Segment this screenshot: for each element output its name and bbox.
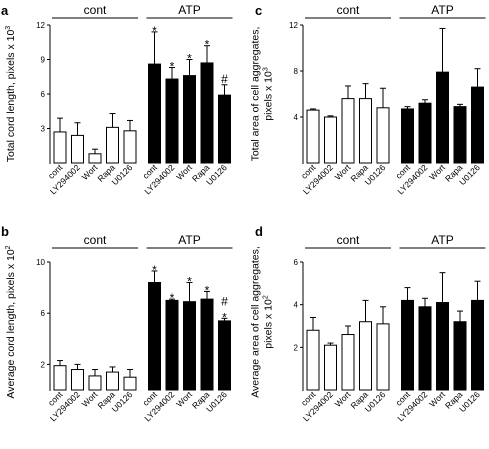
y-tick-label: 2 [294, 343, 299, 352]
bar [436, 302, 449, 391]
y-label-line: pixels x 103 [263, 67, 275, 121]
bar [376, 323, 390, 391]
y-tick-label: 6 [41, 309, 46, 318]
significance-mark: * [187, 274, 192, 288]
group-label: ATP [431, 233, 453, 247]
bar [165, 299, 179, 391]
panel-letter: d [255, 224, 263, 239]
y-axis-label: Average area of cell aggregates, pixels x… [250, 246, 275, 398]
bar [106, 371, 119, 391]
significance-mark: * [187, 52, 192, 66]
bar [218, 94, 231, 164]
y-label-exponent: 3 [5, 26, 12, 30]
significance-mark: * [170, 60, 175, 74]
panel-a: a 3 6 9 12 Total cord length, pixels x 103 con… [1, 3, 233, 196]
y-label-exponent: 2 [5, 245, 12, 249]
bar [218, 320, 231, 391]
bar [324, 344, 337, 391]
bar [471, 86, 484, 164]
y-tick-label: 6 [41, 90, 46, 99]
y-label-exponent: 2 [263, 295, 270, 299]
y-label-line: Average cord length, pixels x 102 [5, 245, 17, 398]
panel-letter: a [1, 3, 9, 18]
group-label: cont [337, 3, 360, 17]
bar [401, 108, 414, 164]
group-label: ATP [178, 233, 200, 247]
y-label-exponent: 3 [263, 67, 270, 71]
y-label-line: Total area of cell aggregates, [250, 27, 262, 162]
bar [183, 301, 196, 391]
bar [71, 369, 84, 391]
y-tick-label: 12 [36, 21, 45, 30]
bar [306, 109, 320, 164]
panel-letter: c [255, 3, 262, 18]
group-label: ATP [178, 3, 200, 17]
bar [148, 63, 161, 164]
significance-mark: # [221, 294, 228, 308]
group-label: cont [337, 233, 360, 247]
bar [165, 78, 179, 164]
y-tick-label: 3 [41, 125, 46, 134]
y-tick-label: 4 [294, 301, 299, 310]
bar [324, 116, 337, 164]
bar [401, 299, 414, 391]
bar [359, 321, 372, 391]
y-axis-label: Total cord length, pixels x 103 [5, 26, 17, 163]
bar [436, 71, 449, 164]
bar [123, 376, 137, 391]
bar [418, 306, 432, 391]
bar [376, 107, 390, 164]
bar [453, 106, 467, 164]
y-tick-label: 6 [294, 258, 299, 267]
y-tick-label: 2 [41, 360, 46, 369]
bar [106, 126, 119, 164]
panel-c: c 4 8 12 Total area of cell aggregates, pixel… [250, 3, 486, 196]
y-tick-label: 4 [294, 113, 299, 122]
panel-d: d 2 4 6 Average area of cell aggregates, pixe… [250, 224, 486, 423]
significance-mark: * [222, 310, 227, 324]
significance-mark: * [205, 38, 210, 52]
y-label-line: Average area of cell aggregates, [250, 246, 262, 398]
bar [88, 153, 102, 164]
significance-mark: * [152, 263, 157, 277]
significance-mark: # [221, 72, 228, 86]
bar [148, 281, 161, 391]
significance-mark: * [152, 24, 157, 38]
group-label: cont [84, 3, 107, 17]
group-label: ATP [431, 3, 453, 17]
bar [471, 299, 484, 391]
y-axis-label: Average cord length, pixels x 102 [5, 245, 17, 398]
bar [200, 62, 214, 164]
bar [123, 130, 137, 164]
y-tick-label: 8 [294, 67, 299, 76]
significance-mark: * [170, 291, 175, 305]
y-tick-label: 10 [36, 258, 45, 267]
y-label-line: Total cord length, pixels x 103 [5, 26, 17, 163]
bar [200, 298, 214, 391]
bar [359, 98, 372, 164]
bar [418, 102, 432, 164]
bar [453, 321, 467, 391]
y-axis-label: Total area of cell aggregates, pixels x 1… [250, 27, 275, 162]
panel-b: b 2 6 10 Average cord length, pixels x 102 co… [1, 224, 233, 423]
significance-mark: * [205, 283, 210, 297]
group-label: cont [84, 233, 107, 247]
y-tick-label: 9 [41, 56, 46, 65]
bar [71, 134, 84, 164]
bar [341, 334, 355, 391]
bar [341, 98, 355, 164]
bar [183, 75, 196, 164]
y-tick-label: 12 [289, 21, 298, 30]
bar [53, 365, 67, 391]
panel-letter: b [1, 224, 9, 239]
bar [306, 329, 320, 391]
y-label-line: pixels x 102 [263, 295, 275, 349]
bar [88, 375, 102, 391]
bar [53, 131, 67, 164]
